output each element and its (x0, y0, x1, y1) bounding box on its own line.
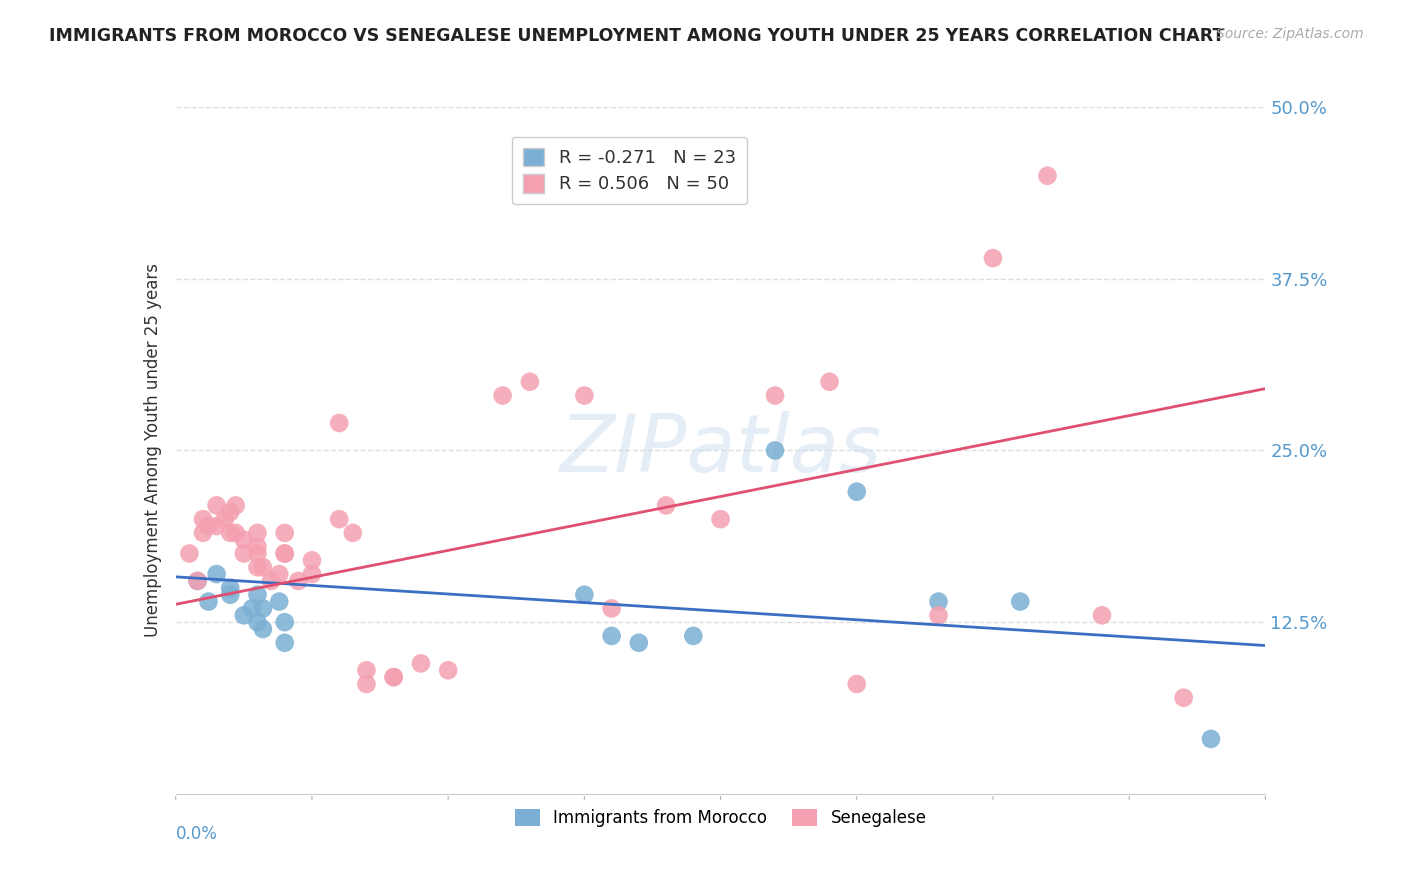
Point (818, 375, 841, 389)
Point (246, 540, 269, 554)
Point (274, 636, 297, 650)
Point (219, 525, 242, 540)
Point (205, 567, 228, 582)
Point (219, 505, 242, 519)
Y-axis label: Unemployment Among Youth under 25 years: Unemployment Among Youth under 25 years (143, 263, 162, 638)
Point (928, 608, 950, 623)
Point (197, 519, 219, 533)
Point (179, 546, 201, 561)
Point (845, 677, 868, 691)
Point (260, 574, 283, 588)
Point (269, 594, 291, 608)
Point (246, 615, 269, 630)
Point (191, 525, 214, 540)
Point (232, 546, 254, 561)
Point (240, 601, 263, 615)
Point (225, 525, 247, 540)
Point (1036, 169, 1059, 183)
Point (191, 512, 214, 526)
Point (246, 588, 269, 602)
Point (600, 601, 623, 615)
Text: IMMIGRANTS FROM MOROCCO VS SENEGALESE UNEMPLOYMENT AMONG YOUTH UNDER 25 YEARS CO: IMMIGRANTS FROM MOROCCO VS SENEGALESE UN… (49, 27, 1225, 45)
Point (1091, 608, 1114, 623)
Point (356, 677, 378, 691)
Point (225, 499, 247, 513)
Point (219, 581, 242, 595)
Point (981, 251, 1004, 265)
Point (763, 443, 786, 458)
Point (246, 560, 269, 574)
Point (274, 546, 297, 561)
Point (1199, 731, 1222, 746)
Point (382, 670, 405, 684)
Point (328, 512, 350, 526)
Point (186, 574, 209, 588)
Point (682, 629, 704, 643)
Point (845, 484, 868, 499)
Point (197, 594, 219, 608)
Point (382, 670, 405, 684)
Point (574, 388, 596, 402)
Point (763, 388, 786, 402)
Legend: Immigrants from Morocco, Senegalese: Immigrants from Morocco, Senegalese (508, 802, 934, 834)
Point (600, 629, 623, 643)
Point (519, 375, 541, 389)
Point (342, 525, 364, 540)
Point (274, 546, 297, 561)
Point (356, 663, 378, 677)
Point (492, 388, 515, 402)
Text: Source: ZipAtlas.com: Source: ZipAtlas.com (1216, 27, 1364, 41)
Point (232, 608, 254, 623)
Point (246, 525, 269, 540)
Text: 0.0%: 0.0% (176, 825, 218, 843)
Point (928, 594, 950, 608)
Point (252, 601, 274, 615)
Point (1173, 690, 1195, 705)
Point (214, 512, 236, 526)
Point (246, 546, 269, 561)
Point (252, 622, 274, 636)
Point (574, 588, 596, 602)
Point (232, 533, 254, 547)
Point (627, 636, 650, 650)
Point (301, 567, 323, 582)
Point (287, 574, 309, 588)
Point (274, 525, 297, 540)
Point (328, 416, 350, 430)
Point (274, 615, 297, 630)
Point (205, 519, 228, 533)
Point (301, 553, 323, 567)
Point (186, 574, 209, 588)
Point (655, 499, 678, 513)
Text: ZIPatlas: ZIPatlas (560, 411, 882, 490)
Point (409, 657, 432, 671)
Point (219, 588, 242, 602)
Point (269, 567, 291, 582)
Point (252, 560, 274, 574)
Point (437, 663, 460, 677)
Point (710, 512, 733, 526)
Point (1010, 594, 1032, 608)
Point (205, 499, 228, 513)
